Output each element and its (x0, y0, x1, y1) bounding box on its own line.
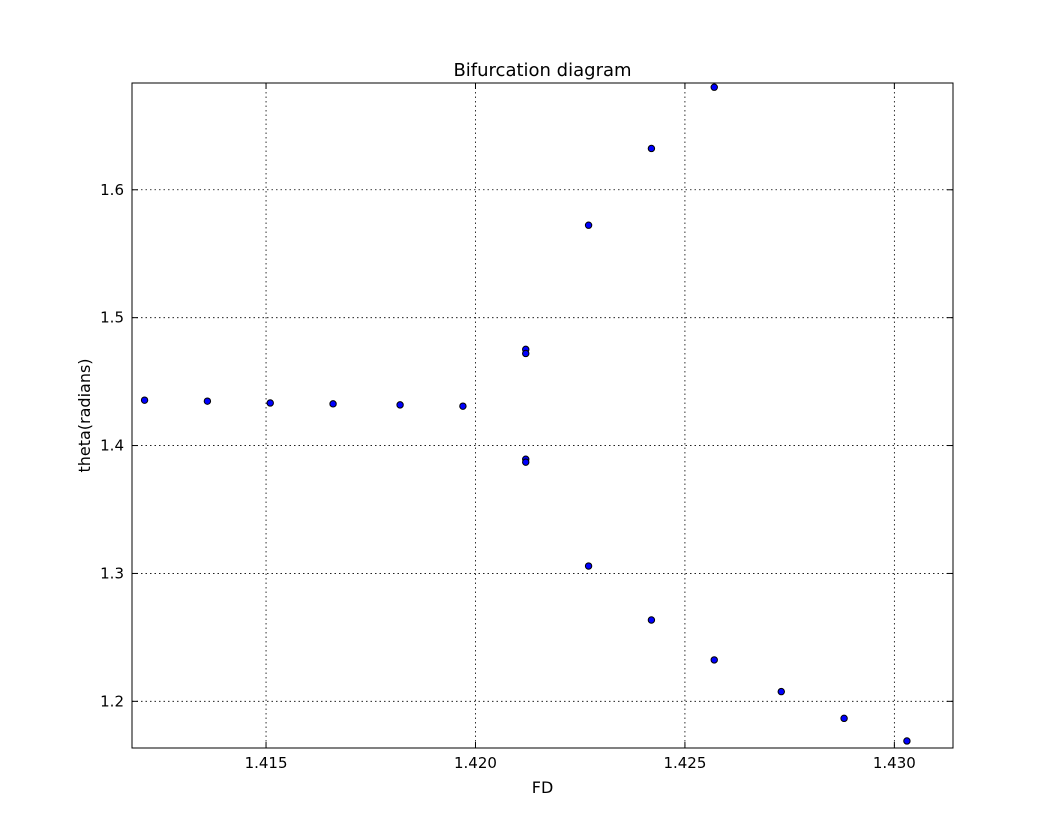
data-point (266, 399, 274, 407)
data-point (710, 656, 718, 664)
data-point (140, 396, 149, 404)
chart-title: Bifurcation diagram (453, 60, 631, 81)
x-tick-label: 1.415 (245, 754, 288, 772)
data-point (710, 83, 718, 91)
data-point (522, 458, 530, 466)
data-point (903, 737, 911, 745)
data-point (203, 397, 212, 405)
data-point (584, 221, 593, 229)
y-tick-label: 1.5 (100, 309, 124, 327)
x-tick-label: 1.420 (454, 754, 497, 772)
data-point (777, 687, 785, 696)
data-point (459, 402, 467, 410)
x-tick-label: 1.430 (873, 754, 916, 772)
data-point (329, 400, 337, 408)
y-tick-label: 1.3 (100, 564, 124, 582)
data-point (840, 714, 848, 723)
y-tick-label: 1.6 (100, 181, 124, 199)
data-point (647, 144, 656, 153)
data-point (396, 401, 404, 409)
data-points (140, 83, 911, 745)
data-point (584, 562, 593, 570)
data-point (647, 616, 656, 624)
data-point (522, 349, 530, 358)
x-tick-label: 1.425 (663, 754, 706, 772)
y-axis-title: theta(radians) (75, 358, 94, 472)
x-axis-title: FD (532, 778, 554, 797)
y-tick-label: 1.4 (100, 437, 124, 455)
axis-ticks: 1.415 1.420 1.425 1.430 1.2 1.3 1.4 1.5 1.6 (100, 83, 953, 772)
grid-lines (132, 83, 953, 748)
y-tick-label: 1.2 (100, 692, 124, 710)
plot-area-frame (131, 82, 954, 749)
